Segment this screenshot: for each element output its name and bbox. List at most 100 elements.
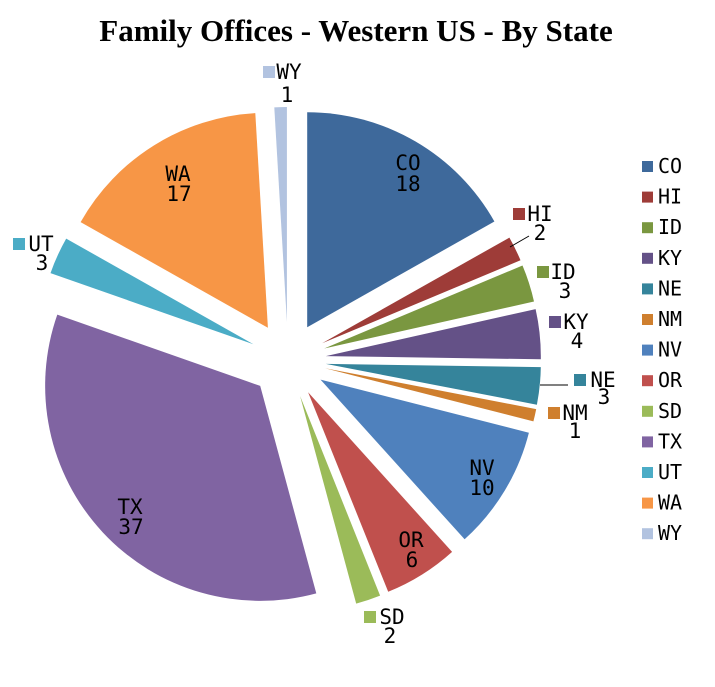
legend-swatch-nm-icon	[642, 314, 653, 325]
label-key-hi-icon	[513, 208, 525, 220]
legend-swatch-ut-icon	[642, 467, 653, 478]
label-category-id: ID	[550, 260, 575, 284]
label-category-nm: NM	[562, 401, 587, 425]
pie-slice-wy	[274, 107, 287, 322]
label-key-ky-icon	[549, 316, 561, 328]
legend-swatch-wy-icon	[642, 528, 653, 540]
label-value-co: 18	[395, 172, 420, 196]
legend-item-wy: WY	[642, 521, 682, 545]
label-category-sd: SD	[379, 605, 404, 629]
legend-item-co: CO	[642, 154, 682, 178]
legend-swatch-sd-icon	[642, 405, 653, 417]
label-value-sd: 2	[384, 624, 397, 648]
legend-label-hi: HI	[658, 185, 682, 209]
legend-swatch-co-icon	[642, 161, 653, 172]
legend-label-wy: WY	[658, 521, 682, 545]
label-key-wy-icon	[263, 66, 275, 78]
leader-line-hi	[509, 235, 530, 248]
legend: CO HI ID KY NE NM NV OR SD TX UT WA WY	[642, 154, 683, 545]
label-category-or: OR	[398, 528, 424, 552]
label-category-wa: WA	[165, 162, 191, 186]
legend-label-ne: NE	[658, 276, 682, 300]
pie-slice-or	[308, 392, 453, 592]
legend-label-sd: SD	[658, 399, 682, 423]
pie-slice-co	[307, 112, 495, 328]
label-value-id: 3	[559, 279, 572, 303]
legend-item-nm: NM	[642, 307, 682, 331]
legend-swatch-ky-icon	[642, 252, 653, 264]
pie-slice-ky	[325, 309, 541, 360]
legend-item-hi: HI	[642, 185, 682, 209]
legend-label-co: CO	[658, 154, 682, 178]
legend-swatch-id-icon	[642, 222, 653, 234]
label-key-ut-icon	[13, 238, 25, 250]
data-label-or: OR6	[398, 528, 424, 572]
pie-slice-id	[324, 265, 534, 349]
legend-item-nv: NV	[642, 338, 682, 362]
label-key-id-icon	[537, 266, 549, 278]
label-category-co: CO	[395, 151, 420, 175]
label-category-ne: NE	[590, 368, 615, 392]
pie-slice-nm	[325, 368, 537, 422]
label-value-nv: 10	[469, 476, 494, 500]
legend-label-ky: KY	[658, 246, 682, 270]
legend-label-id: ID	[658, 215, 682, 239]
data-label-id: ID3	[537, 260, 576, 303]
legend-label-wa: WA	[658, 491, 682, 515]
legend-item-ne: NE	[642, 276, 682, 300]
pie-slices	[45, 107, 541, 604]
data-label-ne: NE3	[574, 368, 616, 409]
label-value-wa: 17	[166, 182, 191, 206]
legend-item-wa: WA	[642, 491, 682, 515]
pie-slice-hi	[322, 237, 521, 344]
label-value-ky: 4	[571, 329, 584, 353]
data-label-hi: HI2	[513, 202, 553, 245]
data-labels: CO18HI2ID3KY4NE3NM1NV10OR6SD2TX37UT3WA17…	[13, 60, 616, 648]
label-value-wy: 1	[281, 83, 294, 107]
legend-label-nm: NM	[658, 307, 682, 331]
label-category-nv: NV	[469, 456, 495, 480]
data-label-ky: KY4	[549, 310, 589, 353]
legend-swatch-tx-icon	[642, 436, 653, 448]
legend-label-or: OR	[658, 368, 683, 392]
label-value-or: 6	[406, 548, 419, 572]
label-category-wy: WY	[276, 60, 302, 84]
pie-slice-nv	[320, 379, 529, 540]
legend-item-ky: KY	[642, 246, 682, 270]
legend-swatch-nv-icon	[642, 344, 653, 356]
legend-swatch-hi-icon	[642, 191, 653, 203]
label-key-nm-icon	[548, 407, 560, 419]
legend-label-nv: NV	[658, 338, 682, 362]
legend-item-tx: TX	[642, 429, 682, 453]
label-category-ut: UT	[28, 232, 54, 256]
pie-slice-ut	[50, 238, 254, 345]
legend-item-id: ID	[642, 215, 682, 239]
legend-swatch-or-icon	[642, 375, 653, 387]
legend-swatch-wa-icon	[642, 497, 653, 509]
data-label-wy: WY1	[263, 60, 302, 107]
label-value-hi: 2	[534, 221, 547, 245]
chart-title: Family Offices - Western US - By State	[99, 13, 612, 48]
data-label-nm: NM1	[548, 401, 588, 443]
pie-slice-wa	[80, 113, 268, 328]
label-value-tx: 37	[118, 515, 143, 539]
legend-swatch-ne-icon	[642, 283, 653, 295]
legend-item-sd: SD	[642, 399, 682, 423]
label-value-ne: 3	[598, 385, 611, 409]
legend-label-tx: TX	[658, 429, 682, 453]
label-category-hi: HI	[527, 202, 552, 226]
legend-item-ut: UT	[642, 460, 682, 484]
pie-slice-sd	[300, 396, 381, 604]
leader-lines	[509, 235, 568, 386]
legend-label-ut: UT	[658, 460, 682, 484]
legend-item-or: OR	[642, 368, 683, 392]
pie-slice-tx	[45, 314, 317, 601]
label-key-ne-icon	[574, 374, 586, 386]
label-category-ky: KY	[563, 310, 589, 334]
pie-slice-ne	[325, 363, 541, 405]
